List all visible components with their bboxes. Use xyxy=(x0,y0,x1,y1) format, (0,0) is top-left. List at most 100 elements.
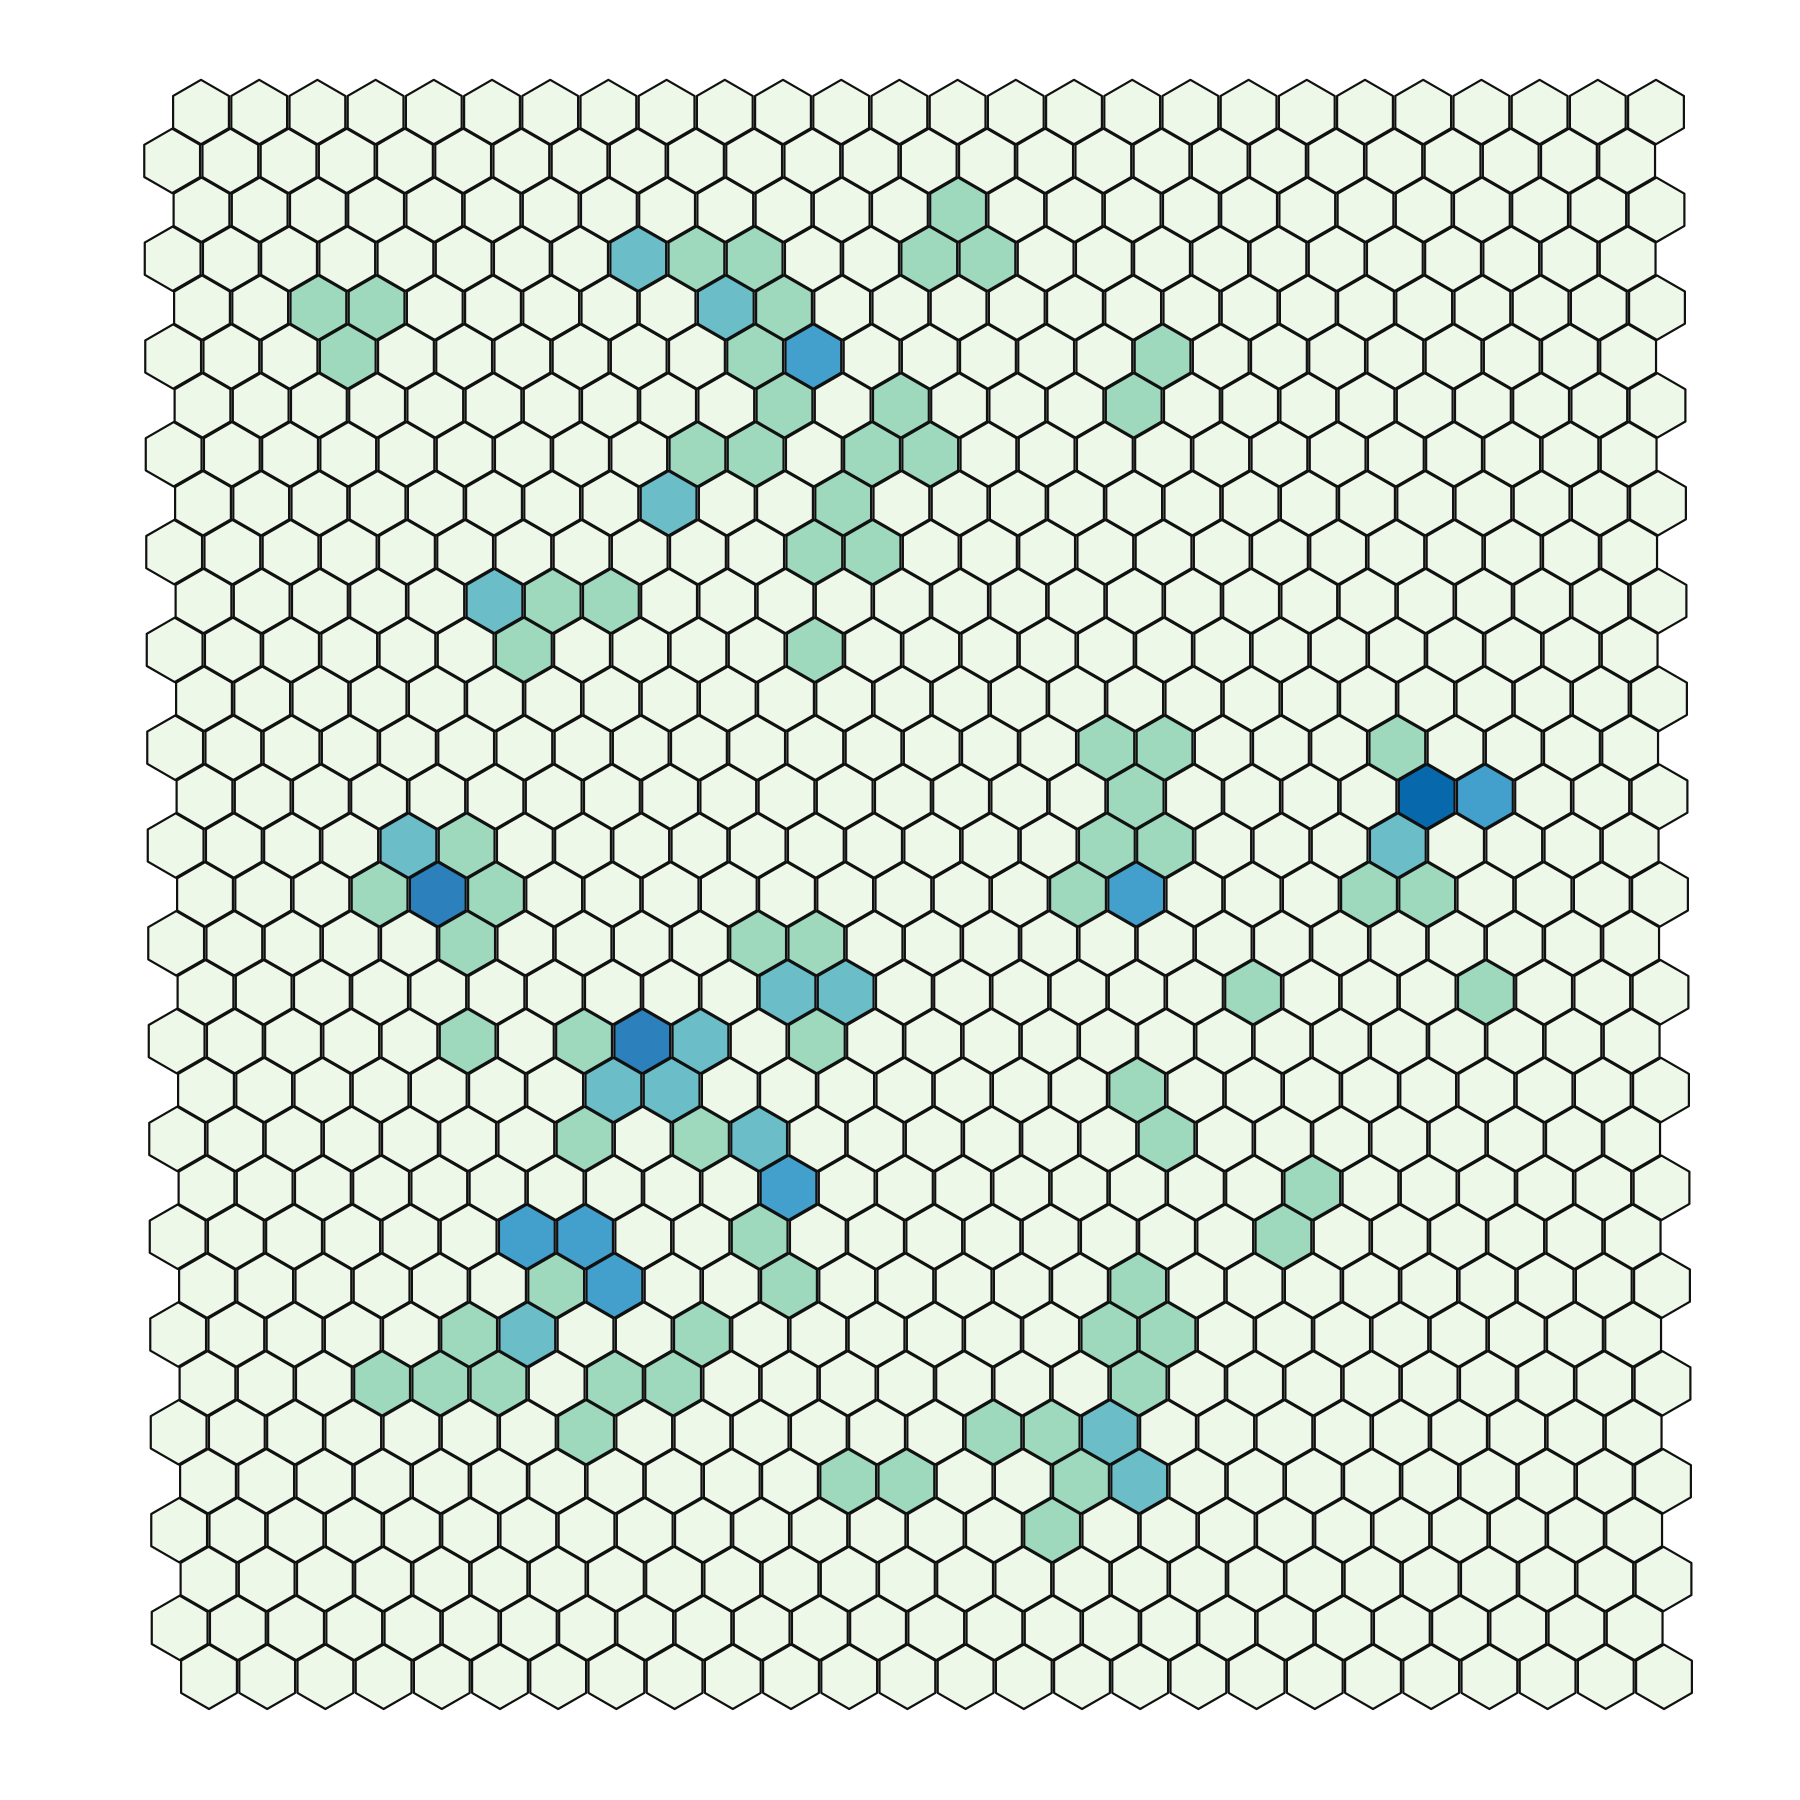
hexbin-cell xyxy=(1452,176,1511,244)
hexbin-cell xyxy=(670,812,729,879)
hexbin-cell xyxy=(1167,1350,1226,1417)
hexbin-cell xyxy=(294,1252,353,1319)
hexbin-cell xyxy=(1627,176,1686,244)
hexbin-cell xyxy=(1430,1496,1489,1564)
hexbin-cell xyxy=(871,372,930,439)
hexbin-cell xyxy=(1279,372,1338,439)
hexbin-cell xyxy=(1573,1056,1632,1124)
hexbin-cell xyxy=(1022,1398,1081,1466)
hexbin-cell xyxy=(437,714,496,782)
hexbin-cell xyxy=(1081,1496,1140,1564)
hexbin-cell xyxy=(1488,1398,1547,1466)
hexbin-cell xyxy=(729,909,788,977)
hexbin-cell xyxy=(1250,518,1309,586)
hexbin-cell xyxy=(177,1056,235,1124)
hexbin-cell xyxy=(550,127,609,195)
hexbin-cell xyxy=(1628,372,1687,439)
hexbin-cell xyxy=(1227,1545,1286,1613)
hexbin-cell xyxy=(320,714,379,782)
hexbin-cell xyxy=(318,225,377,292)
hexbin-cell xyxy=(1256,1594,1315,1662)
hexbin-cell xyxy=(790,1496,849,1564)
hexbin-cell xyxy=(524,665,583,733)
hexbin-cell xyxy=(1513,567,1572,635)
hexbin-cell xyxy=(1424,323,1483,390)
hexbin-cell xyxy=(207,1301,266,1368)
hexbin-cell xyxy=(1080,1398,1139,1466)
hexbin-cell xyxy=(878,1643,937,1711)
hexbin-cell xyxy=(295,1545,354,1613)
hexbin-cell xyxy=(179,1545,238,1613)
hexbin-cell xyxy=(1512,372,1571,439)
hexbin-cell xyxy=(409,958,468,1026)
hexbin-cell xyxy=(1576,1643,1635,1711)
hexbin-cell xyxy=(1111,1643,1170,1711)
hexbin-cell xyxy=(586,1447,645,1515)
hexbin-cell xyxy=(354,1545,413,1613)
hexbin-cell xyxy=(615,1398,674,1466)
hexbin-cell xyxy=(411,1447,470,1515)
hexbin-cell xyxy=(1630,665,1688,733)
hexbin-cell xyxy=(1103,176,1162,244)
hexbin-cell xyxy=(143,127,202,195)
hexbin-cell xyxy=(812,78,871,146)
hexbin-cell xyxy=(1455,763,1514,830)
hexbin-cell xyxy=(551,323,610,390)
hexbin-cell xyxy=(237,1447,296,1515)
hexbin-cell xyxy=(1397,665,1456,733)
hexbin-cell xyxy=(930,469,989,537)
hexbin-cell xyxy=(404,78,463,146)
hexbin-cell xyxy=(201,127,260,195)
hexbin-cell xyxy=(728,714,787,782)
hexbin-cell xyxy=(1540,323,1599,390)
hexbin-cell xyxy=(1278,274,1337,341)
hexbin-cell xyxy=(876,1252,935,1319)
hexbin-cell xyxy=(700,958,759,1026)
hexbin-cell xyxy=(1016,127,1075,195)
hexbin-cell xyxy=(236,1252,295,1319)
hexbin-cell xyxy=(816,958,875,1026)
hexbin-cell xyxy=(609,323,668,390)
hexbin-cell xyxy=(495,812,554,879)
hexbin-cell xyxy=(579,176,638,244)
hexbin-cell xyxy=(1635,1643,1693,1711)
hexbin-cell xyxy=(931,665,990,733)
hexbin-cell xyxy=(1074,127,1133,195)
hexbin-cell xyxy=(936,1545,995,1613)
hexbin-cell xyxy=(1628,274,1686,341)
hexbin-cell xyxy=(1162,274,1221,341)
hexbin-cell xyxy=(1248,127,1307,195)
hexbin-cell xyxy=(233,665,292,733)
hexbin-cell xyxy=(1569,274,1628,341)
hexbin-cell xyxy=(1110,1447,1169,1515)
hexbin-cell xyxy=(1135,616,1194,684)
hexbin-cell xyxy=(407,567,466,635)
hexbin-cell xyxy=(639,372,698,439)
hexbin-cell xyxy=(1104,372,1163,439)
hexbin-cell xyxy=(903,909,962,977)
hexbin-cell xyxy=(175,763,234,830)
hexbin-cell xyxy=(990,861,1049,928)
hexbin-cell xyxy=(497,1105,556,1173)
hexbin-cell xyxy=(528,1447,587,1515)
hexbin-cell xyxy=(1340,861,1398,928)
hexbin-cell xyxy=(1137,1105,1196,1173)
hexbin-cell xyxy=(844,616,903,684)
hexbin-cell xyxy=(580,274,639,341)
hexbin-cell xyxy=(1284,1350,1343,1417)
hexbin-cell xyxy=(902,714,961,782)
hexbin-cell xyxy=(1109,1252,1168,1319)
hexbin-cell xyxy=(1252,812,1311,879)
hexbin-cell xyxy=(906,1496,965,1564)
hexbin-cell xyxy=(438,909,497,977)
hexbin-cell xyxy=(612,909,671,977)
hexbin-cell xyxy=(1602,1007,1661,1075)
hexbin-cell xyxy=(322,1007,381,1075)
hexbin-cell xyxy=(582,665,641,733)
hexbin-cell xyxy=(522,372,581,439)
hexbin-cell xyxy=(1165,958,1224,1026)
hexbin-cell xyxy=(408,861,467,928)
hexbin-cell xyxy=(523,567,582,635)
hexbin-cell xyxy=(290,469,349,537)
hexbin-cell xyxy=(1023,1594,1082,1662)
